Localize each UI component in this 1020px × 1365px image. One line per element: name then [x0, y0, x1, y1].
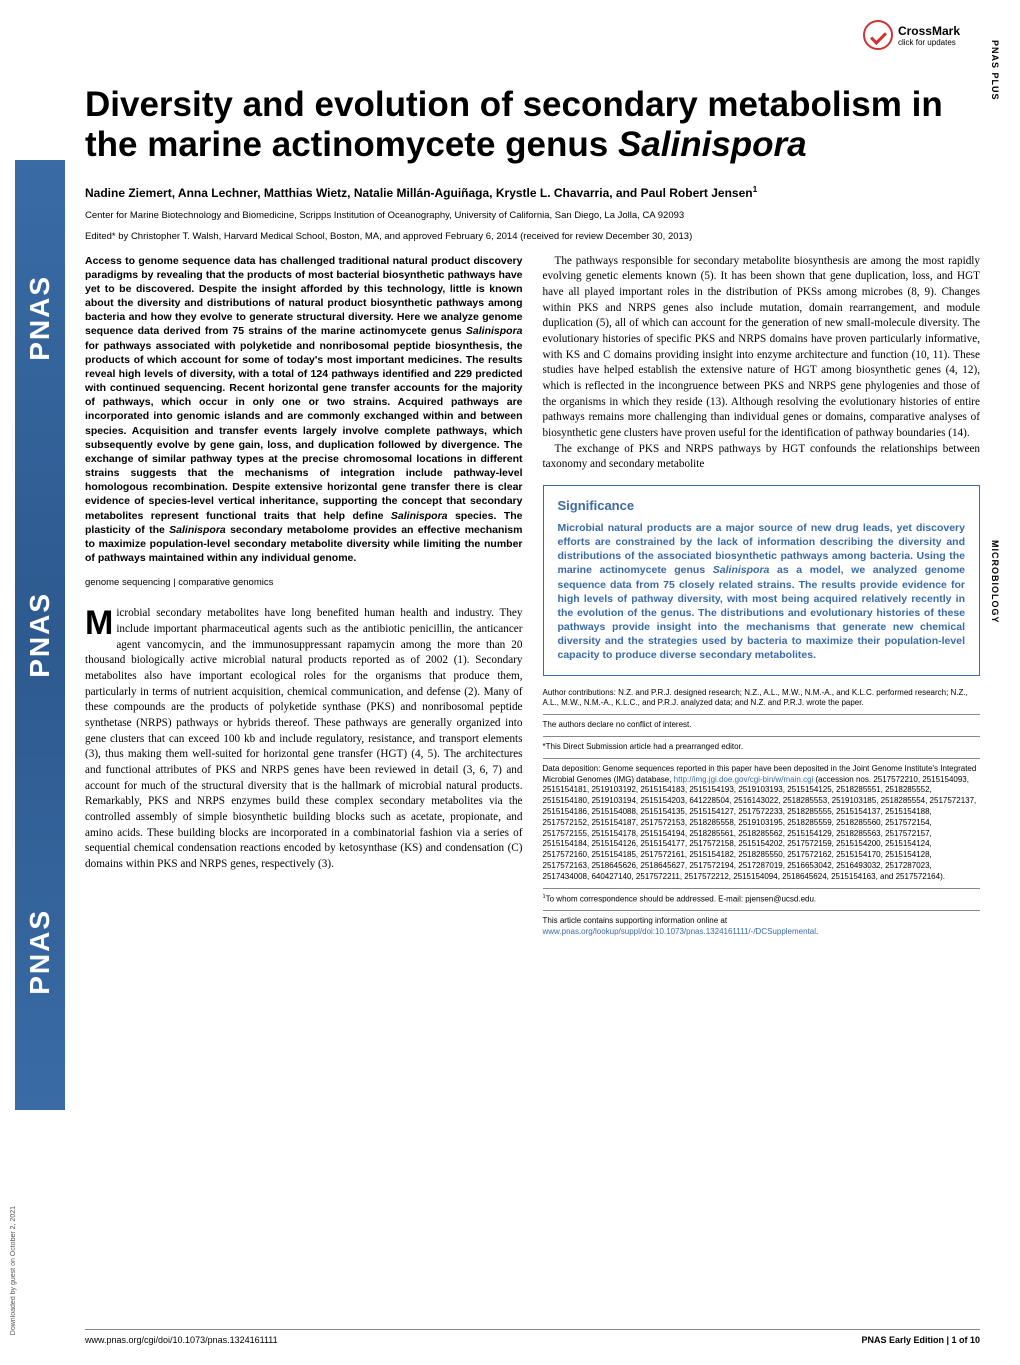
- correspondence-email[interactable]: pjensen@ucsd.edu.: [745, 894, 816, 903]
- keywords: genome sequencing | comparative genomics: [85, 577, 523, 588]
- direct-submission: *This Direct Submission article had a pr…: [543, 742, 981, 759]
- crossmark-subtext: click for updates: [898, 38, 960, 47]
- dropcap: M: [85, 606, 116, 639]
- download-stamp: Downloaded by guest on October 2, 2021: [10, 1206, 17, 1335]
- edited-by: Edited* by Christopher T. Walsh, Harvard…: [85, 231, 980, 242]
- significance-text: Microbial natural products are a major s…: [558, 521, 966, 663]
- significance-box: Significance Microbial natural products …: [543, 485, 981, 676]
- section-label: MICROBIOLOGY: [990, 540, 1000, 624]
- img-database-link[interactable]: http://img.jgi.doe.gov/cgi-bin/w/main.cg…: [674, 775, 814, 784]
- correspondence: 1To whom correspondence should be addres…: [543, 894, 981, 911]
- pnas-plus-label: PNAS PLUS: [990, 40, 1000, 101]
- supporting-link[interactable]: www.pnas.org/lookup/suppl/doi:10.1073/pn…: [543, 927, 817, 936]
- author-affil-sup: 1: [753, 184, 758, 194]
- article-title: Diversity and evolution of secondary met…: [85, 85, 980, 166]
- pnas-logo-text: PNAS: [24, 275, 56, 361]
- author-list: Nadine Ziemert, Anna Lechner, Matthias W…: [85, 184, 980, 200]
- footer-doi: www.pnas.org/cgi/doi/10.1073/pnas.132416…: [85, 1335, 278, 1345]
- crossmark-label: CrossMark: [898, 24, 960, 38]
- right-column: The pathways responsible for secondary m…: [543, 254, 981, 948]
- left-column: Access to genome sequence data has chall…: [85, 254, 523, 948]
- significance-title: Significance: [558, 498, 966, 513]
- page-footer: www.pnas.org/cgi/doi/10.1073/pnas.132416…: [85, 1329, 980, 1345]
- conflict-statement: The authors declare no conflict of inter…: [543, 720, 981, 737]
- body-text-right: The pathways responsible for secondary m…: [543, 254, 981, 473]
- abstract: Access to genome sequence data has chall…: [85, 254, 523, 566]
- crossmark-icon: [863, 20, 893, 50]
- title-main: Diversity and evolution of secondary met…: [85, 85, 943, 164]
- title-genus: Salinispora: [618, 125, 807, 164]
- footer-page: PNAS Early Edition | 1 of 10: [861, 1335, 980, 1345]
- footnotes: Author contributions: N.Z. and P.R.J. de…: [543, 688, 981, 943]
- authors-text: Nadine Ziemert, Anna Lechner, Matthias W…: [85, 186, 753, 200]
- pnas-logo-strip: PNAS PNAS PNAS: [15, 160, 65, 1110]
- body-text-left: Microbial secondary metabolites have lon…: [85, 606, 523, 872]
- supporting-info: This article contains supporting informa…: [543, 916, 981, 943]
- data-deposition: Data deposition: Genome sequences report…: [543, 764, 981, 889]
- crossmark-badge[interactable]: CrossMark click for updates: [863, 20, 960, 50]
- author-contributions: Author contributions: N.Z. and P.R.J. de…: [543, 688, 981, 716]
- pnas-logo-text: PNAS: [24, 909, 56, 995]
- pnas-logo-text: PNAS: [24, 592, 56, 678]
- affiliation: Center for Marine Biotechnology and Biom…: [85, 210, 980, 221]
